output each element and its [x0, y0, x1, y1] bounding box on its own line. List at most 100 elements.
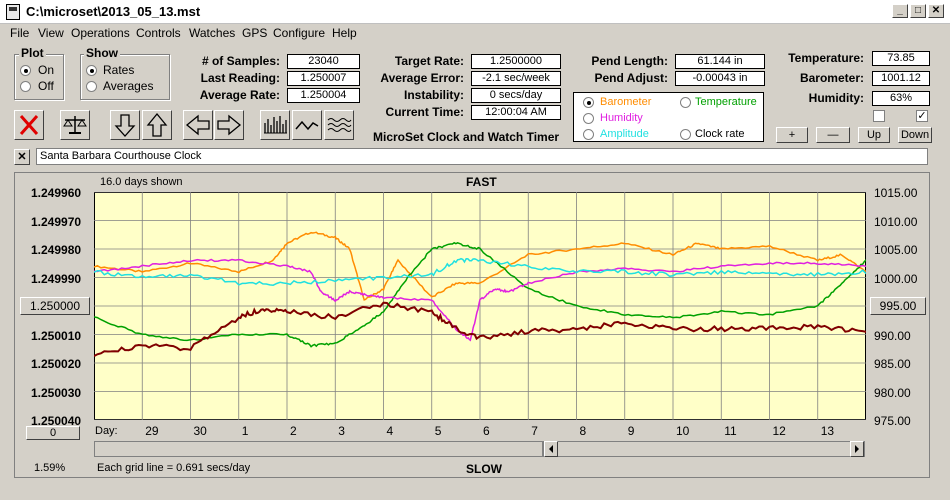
up-arrow-button[interactable] [142, 110, 172, 140]
plot-off-radio[interactable] [20, 81, 31, 92]
minus-button[interactable]: — [816, 127, 850, 143]
menu-file[interactable]: File [10, 26, 30, 40]
amplitude-option-label: Amplitude [600, 128, 649, 140]
day-tick-label: 7 [531, 424, 538, 438]
pend-adjust-label: Pend Adjust: [594, 71, 668, 85]
offset-zero-button[interactable]: 0 [26, 426, 80, 440]
series-line-amplitude [94, 257, 866, 286]
samples-label: # of Samples: [201, 54, 280, 68]
right-arrow-button[interactable] [214, 110, 244, 140]
left-tick-label: 1.250040 [31, 414, 82, 428]
day-tick-label: 3 [338, 424, 345, 438]
current-time-label: Current Time: [385, 105, 464, 119]
wave-graph-button[interactable] [324, 110, 354, 140]
clock-name-input[interactable]: Santa Barbara Courthouse Clock [36, 148, 928, 165]
checkbox-left[interactable] [873, 110, 885, 122]
arrow-up-icon [146, 112, 168, 137]
grid-note-label: Each grid line = 0.691 secs/day [97, 462, 251, 474]
show-averages-label: Averages [103, 79, 154, 93]
menu-watches[interactable]: Watches [189, 26, 236, 40]
right-tick-label: 990.00 [874, 328, 911, 343]
show-rates-radio[interactable] [86, 65, 97, 76]
day-tick-label: 1 [241, 424, 249, 438]
pend-length-value: 61.144 in [675, 54, 765, 69]
menu-help[interactable]: Help [332, 26, 357, 40]
scroll-right-icon [855, 445, 859, 453]
day-tick-label: 4 [386, 424, 394, 438]
wave-icon [327, 118, 352, 132]
histogram-button[interactable] [260, 110, 290, 140]
left-tick-label: 1.249970 [31, 214, 82, 229]
left-tick-label: 1.250010 [31, 328, 82, 343]
show-group [80, 54, 170, 100]
menu-gps[interactable]: GPS [242, 26, 268, 40]
plot-group [14, 54, 64, 100]
scroll-right-button[interactable] [850, 441, 864, 457]
line-graph-button[interactable] [292, 110, 322, 140]
right-tick-label: 985.00 [874, 357, 911, 371]
day-tick-label: 9 [627, 424, 635, 438]
day-tick-label: 11 [724, 424, 737, 438]
menu-operations[interactable]: Operations [71, 26, 130, 40]
checkbox-right[interactable]: ✓ [916, 110, 928, 122]
show-averages-radio[interactable] [86, 81, 97, 92]
arrow-right-icon [217, 114, 242, 136]
menu-configure[interactable]: Configure [273, 26, 326, 40]
clock-rate-option-label: Clock rate [695, 128, 745, 140]
histogram-icon [264, 116, 287, 134]
plot-off-label: Off [38, 79, 54, 93]
arrow-down-icon [114, 114, 136, 137]
temperature-radio[interactable] [680, 97, 691, 108]
day-tick-label: 6 [483, 424, 490, 438]
barometer-value: 1001.12 [872, 71, 930, 86]
stop-button[interactable] [14, 110, 44, 140]
up-button[interactable]: Up [858, 127, 890, 143]
day-axis-label: Day: [95, 425, 118, 437]
clock-rate-radio[interactable] [680, 129, 691, 140]
series-line-barometer [94, 231, 866, 301]
close-button[interactable]: ✕ [928, 4, 944, 18]
down-arrow-button[interactable] [110, 110, 140, 140]
show-rates-label: Rates [103, 63, 135, 77]
time-scrollbar[interactable] [543, 441, 865, 457]
line-graph-icon [295, 120, 319, 131]
clear-name-button[interactable]: ✕ [14, 149, 30, 165]
minimize-button[interactable]: _ [892, 4, 908, 18]
plus-button[interactable]: + [776, 127, 808, 143]
scroll-left-button[interactable] [544, 441, 558, 457]
left-arrow-button[interactable] [183, 110, 213, 140]
slow-label: SLOW [466, 462, 502, 476]
balance-button[interactable] [60, 110, 90, 140]
target-rate-value: 1.2500000 [471, 54, 561, 69]
sensor-selector: Barometer Temperature Humidity Amplitude… [573, 92, 764, 142]
maximize-button[interactable]: □ [910, 4, 926, 18]
barometer-option-label: Barometer [600, 96, 652, 108]
scroll-left-icon [549, 445, 553, 453]
plot-on-radio[interactable] [20, 65, 31, 76]
amplitude-radio[interactable] [583, 129, 594, 140]
right-tick-label: 975.00 [874, 414, 911, 428]
plot-group-label: Plot [19, 46, 46, 60]
right-tick-label: 1015.00 [874, 186, 918, 200]
left-tick-label: 1.249990 [31, 271, 82, 286]
humidity-value: 63% [872, 91, 930, 106]
barometer-radio[interactable] [583, 97, 594, 108]
title-bar: C:\microset\2013_05_13.mst _ □ ✕ [0, 0, 950, 24]
last-reading-value: 1.250007 [287, 71, 360, 86]
right-center-button[interactable]: 995.00 [870, 297, 926, 315]
scrollbar-thumb[interactable] [94, 441, 543, 457]
plot-on-label: On [38, 63, 55, 77]
menu-view[interactable]: View [38, 26, 64, 40]
humidity-radio[interactable] [583, 113, 594, 124]
down-button[interactable]: Down [898, 127, 932, 143]
temperature-value: 73.85 [872, 51, 930, 66]
series-line-temperature [94, 241, 866, 348]
instability-value: 0 secs/day [471, 88, 561, 103]
pend-length-label: Pend Length: [591, 54, 668, 68]
menu-controls[interactable]: Controls [136, 26, 181, 40]
show-group-label: Show [84, 46, 120, 60]
barometer-label: Barometer: [799, 71, 864, 85]
left-center-button[interactable]: 1.250000 [20, 297, 90, 315]
last-reading-label: Last Reading: [200, 71, 280, 85]
humidity-label: Humidity: [808, 91, 864, 105]
